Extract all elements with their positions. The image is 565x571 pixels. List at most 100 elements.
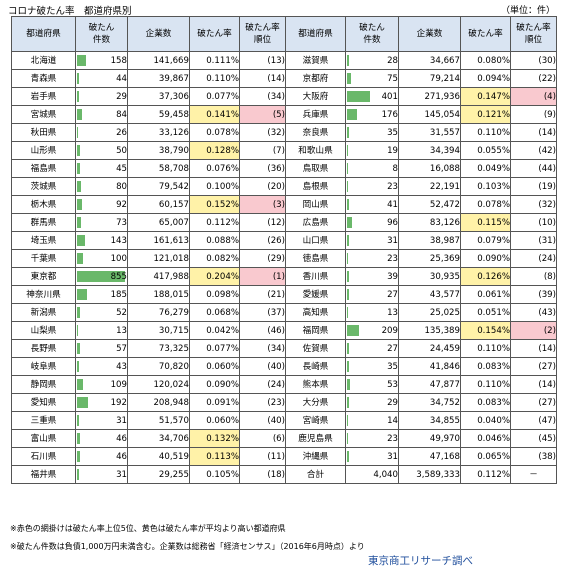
count-bar [77,235,86,246]
enterprise-count: 161,613 [127,231,190,250]
count-bar [347,55,349,66]
bankruptcy-count: 53 [387,379,398,390]
header-enterprises: 企業数 [398,16,461,52]
bankruptcy-rank: (34) [239,87,286,106]
pref-name: 埼玉県 [11,231,76,250]
header-rank-label: 破たん率 順位 [516,23,551,45]
table-row: 福岡県 209 135,389 0.154% (2) [285,321,557,340]
bankruptcy-count: 50 [116,145,127,156]
enterprise-count: 60,157 [127,195,190,214]
bankruptcy-rate: 0.082% [189,249,240,268]
bankruptcy-count-cell: 52 [75,303,128,322]
bankruptcy-rank: (7) [239,141,286,160]
bankruptcy-count-cell: 75 [345,69,399,88]
bankruptcy-rank: (14) [510,123,557,142]
bankruptcy-rate: 0.110% [189,69,240,88]
enterprise-count: 120,024 [127,375,190,394]
count-bar [77,55,86,66]
bankruptcy-rank: (10) [510,213,557,232]
enterprise-count: 141,669 [127,51,190,70]
bankruptcy-rank: (47) [510,411,557,430]
pref-name: 青森県 [11,69,76,88]
bankruptcy-count: 13 [116,325,127,336]
count-bar [77,181,82,192]
count-bar [77,271,125,282]
bankruptcy-count: 26 [116,127,127,138]
count-bar [347,343,349,354]
header-count-label: 破たん 件数 [88,23,115,45]
bankruptcy-count-cell: 44 [75,69,128,88]
table-row: 和歌山県 19 34,394 0.055% (42) [285,141,557,160]
enterprise-count: 73,325 [127,339,190,358]
bankruptcy-rank: (23) [239,393,286,412]
bankruptcy-rank: (12) [239,213,286,232]
table-row: 大分県 29 34,752 0.083% (27) [285,393,557,412]
bankruptcy-count: 27 [387,343,398,354]
enterprise-count: 208,948 [127,393,190,412]
pref-name: 宮城県 [11,105,76,124]
bankruptcy-rank: (24) [510,249,557,268]
header-enterprises: 企業数 [127,16,190,52]
bankruptcy-count: 73 [116,217,127,228]
bankruptcy-rate: 0.042% [189,321,240,340]
count-bar [77,163,80,174]
bankruptcy-count: 23 [387,253,398,264]
count-bar [77,73,80,84]
pref-name: 富山県 [11,429,76,448]
bankruptcy-rank: (1) [239,267,286,286]
bankruptcy-rate: 0.110% [460,375,511,394]
header-pref: 都道府県 [285,16,346,52]
pref-name: 秋田県 [11,123,76,142]
header-rank: 破たん率 順位 [510,16,557,52]
enterprise-count: 49,970 [398,429,461,448]
bankruptcy-rank: (45) [510,429,557,448]
bankruptcy-rank: (39) [510,285,557,304]
enterprise-count: 30,715 [127,321,190,340]
table-row: 島根県 23 22,191 0.103% (19) [285,177,557,196]
footnote-source-data: ※破たん件数は負債1,000万円未満含む。企業数は総務省「経済センサス」（201… [10,542,365,551]
count-bar [347,253,349,264]
table-row: 宮崎県 14 34,855 0.040% (47) [285,411,557,430]
bankruptcy-rank: (18) [239,465,286,484]
pref-name: 京都府 [285,69,346,88]
bankruptcy-count: 35 [387,127,398,138]
bankruptcy-count: 185 [110,289,127,300]
pref-name: 山口県 [285,231,346,250]
bankruptcy-rank: (36) [239,159,286,178]
enterprise-count: 58,708 [127,159,190,178]
bankruptcy-count-cell: 46 [75,429,128,448]
pref-name: 茨城県 [11,177,76,196]
pref-name: 三重県 [11,411,76,430]
pref-name: 奈良県 [285,123,346,142]
enterprise-count: 65,007 [127,213,190,232]
header-pref: 都道府県 [11,16,76,52]
enterprise-count: 33,126 [127,123,190,142]
table-row: 埼玉県 143 161,613 0.088% (26) [11,231,286,250]
table-row: 秋田県 26 33,126 0.078% (32) [11,123,286,142]
count-bar [347,145,349,156]
enterprise-count: 47,877 [398,375,461,394]
enterprise-count: 135,389 [398,321,461,340]
bankruptcy-count: 401 [381,91,398,102]
pref-name: 山梨県 [11,321,76,340]
table-row: 茨城県 80 79,542 0.100% (20) [11,177,286,196]
count-bar [347,433,349,444]
table-row: 鳥取県 8 16,088 0.049% (44) [285,159,557,178]
bankruptcy-rank: (34) [239,339,286,358]
count-bar [347,217,353,228]
table-row: 静岡県 109 120,024 0.090% (24) [11,375,286,394]
enterprise-count: 39,867 [127,69,190,88]
bankruptcy-count-cell: 176 [345,105,399,124]
table-row: 徳島県 23 25,369 0.090% (24) [285,249,557,268]
pref-name: 愛知県 [11,393,76,412]
pref-name: 佐賀県 [285,339,346,358]
bankruptcy-rate: 0.055% [460,141,511,160]
header-rank-label: 破たん率 順位 [245,23,280,45]
bankruptcy-count-cell: 27 [345,285,399,304]
table-row: 山形県 50 38,790 0.128% (7) [11,141,286,160]
bankruptcy-rate: 0.090% [460,249,511,268]
pref-name: 長崎県 [285,357,346,376]
bankruptcy-count-cell: 29 [75,87,128,106]
bankruptcy-rate: 0.077% [189,339,240,358]
pref-name: 熊本県 [285,375,346,394]
